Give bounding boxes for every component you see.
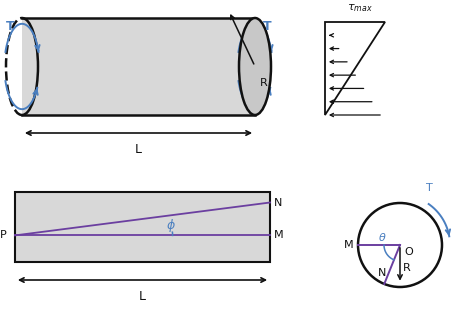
Text: P: P bbox=[0, 231, 7, 240]
Text: M: M bbox=[274, 231, 283, 240]
Ellipse shape bbox=[239, 18, 271, 115]
Text: $\phi$: $\phi$ bbox=[165, 217, 175, 234]
Bar bbox=[22, 18, 255, 115]
Text: T: T bbox=[263, 20, 271, 33]
Text: T: T bbox=[426, 183, 433, 193]
Text: $\tau_{max}$: $\tau_{max}$ bbox=[347, 2, 373, 14]
Text: R: R bbox=[403, 263, 411, 273]
Text: N: N bbox=[378, 268, 386, 278]
Text: L: L bbox=[139, 290, 146, 303]
Text: L: L bbox=[135, 143, 142, 156]
Text: T: T bbox=[6, 20, 14, 33]
Circle shape bbox=[358, 203, 442, 287]
Text: R: R bbox=[260, 78, 268, 89]
Bar bbox=[15, 192, 270, 262]
Text: M: M bbox=[345, 240, 354, 250]
Polygon shape bbox=[325, 22, 385, 115]
Text: O: O bbox=[404, 247, 413, 257]
Text: $\theta$: $\theta$ bbox=[378, 231, 386, 243]
Text: N: N bbox=[274, 198, 283, 208]
